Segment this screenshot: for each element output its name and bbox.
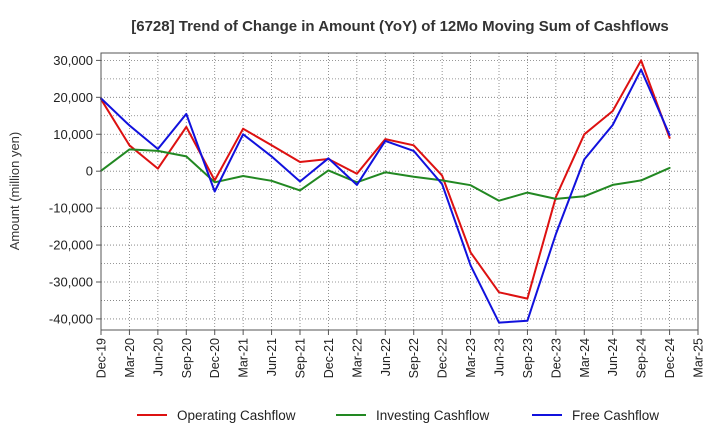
x-tick-label: Mar-23	[464, 338, 478, 378]
series-layer	[100, 59, 671, 324]
x-tick-label: Jun-23	[493, 338, 507, 376]
x-tick-label: Dec-22	[436, 338, 450, 378]
x-tick-label: Jun-21	[265, 338, 279, 376]
x-tick-label: Mar-21	[237, 338, 251, 378]
legend-label-operating-cashflow: Operating Cashflow	[177, 408, 296, 423]
plot-frame	[100, 52, 699, 331]
grid	[101, 53, 698, 330]
series-line-investing-cashflow	[100, 148, 671, 202]
y-tick-label: 0	[86, 164, 93, 179]
x-tick-label: Jun-20	[151, 338, 165, 376]
x-ticks: Dec-19 Mar-20 Jun-20 Sep-20 Dec-20 Mar-21 Jun-…	[95, 330, 706, 378]
x-tick-label: Mar-22	[350, 338, 364, 378]
legend-label-free-cashflow: Free Cashflow	[572, 408, 659, 423]
legend: Operating Cashflow Investing Cashflow Free…	[137, 408, 659, 423]
y-tick-label: 30,000	[53, 53, 93, 68]
y-tick-label: -10,000	[49, 201, 93, 216]
x-tick-label: Dec-19	[95, 338, 109, 378]
legend-label-investing-cashflow: Investing Cashflow	[376, 408, 490, 423]
x-tick-label: Mar-20	[123, 338, 137, 378]
x-tick-label: Dec-24	[663, 338, 677, 378]
y-tick-label: -20,000	[49, 238, 93, 253]
x-tick-label: Dec-20	[208, 338, 222, 378]
x-tick-label: Jun-22	[379, 338, 393, 376]
x-tick-label: Sep-23	[521, 338, 535, 378]
x-tick-label: Sep-21	[294, 338, 308, 378]
series-line-free-cashflow	[100, 68, 671, 324]
y-tick-label: 20,000	[53, 90, 93, 105]
chart-title: [6728] Trend of Change in Amount (YoY) o…	[131, 18, 669, 35]
x-tick-label: Sep-20	[180, 338, 194, 378]
x-tick-label: Sep-24	[635, 338, 649, 378]
y-axis-label: Amount (million yen)	[7, 132, 22, 251]
x-tick-label: Dec-21	[322, 338, 336, 378]
x-tick-label: Dec-23	[549, 338, 563, 378]
x-tick-label: Jun-24	[606, 338, 620, 376]
x-tick-label: Mar-25	[692, 338, 706, 378]
y-tick-label: 10,000	[53, 127, 93, 142]
x-tick-label: Mar-24	[578, 338, 592, 378]
series-line-operating-cashflow	[100, 59, 671, 300]
y-ticks: 30,000 20,000 10,000 0 -10,000 -20,000 -30,000…	[49, 53, 101, 326]
x-tick-label: Sep-22	[407, 338, 421, 378]
y-tick-label: -40,000	[49, 311, 93, 326]
y-tick-label: -30,000	[49, 274, 93, 289]
